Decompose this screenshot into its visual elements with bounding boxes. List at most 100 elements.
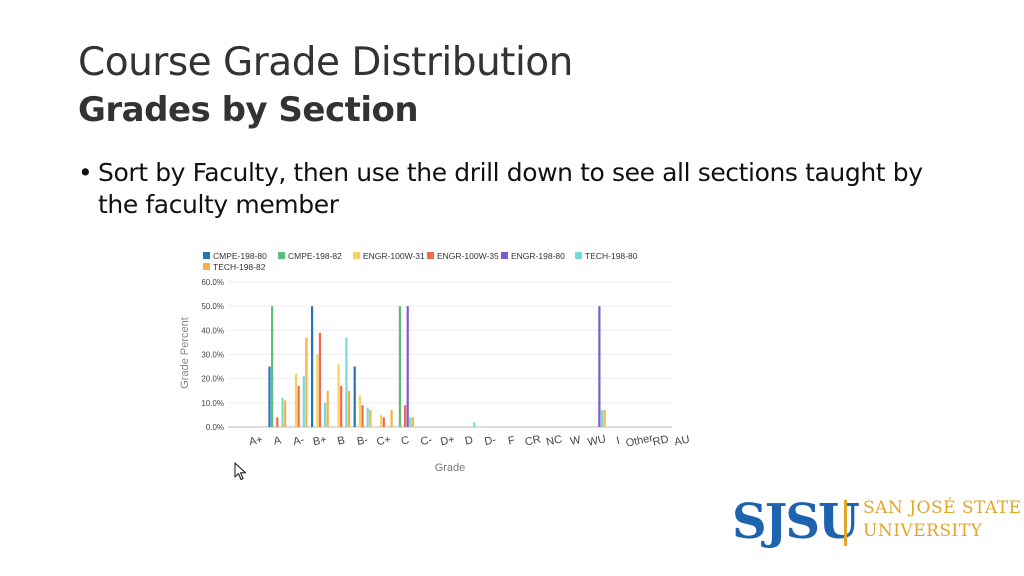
bar-techminus198minus82-a [284,400,287,427]
x-tick-label-d: D [464,434,474,447]
logo-divider [844,500,847,546]
x-tick-label-a: A [272,434,282,447]
bar-techminus198minus82-bplus [326,390,329,427]
bar-engrminus100wminus31-bplus [316,354,319,427]
bar-engrminus100wminus31-bminus [358,395,361,427]
legend-label: ENGR-100W-31 [363,251,425,261]
logo-mark: SJSU [732,494,860,550]
slide-subtitle: Grades by Section [78,90,419,130]
bar-engrminus100wminus31-cplus [380,414,383,427]
bar-cmpeminus198minus80-a [268,366,271,427]
legend-swatch [203,263,210,270]
legend-item-techminus198minus82[interactable]: TECH-198-82 [203,262,266,272]
bar-engrminus100wminus35-bplus [318,332,321,427]
y-axis-ticks: 0.0% 10.0% 20.0% 30.0% 40.0% 50.0% 60.0% [201,278,224,432]
legend-label: CMPE-198-82 [288,251,342,261]
legend-swatch [203,252,210,259]
x-tick-label-dplus: D+ [439,434,456,449]
bullet-text: Sort by Faculty, then use the drill down… [98,158,923,219]
chart-grid [228,281,672,428]
x-tick-label-rd: RD [652,433,670,448]
bar-engrminus100wminus35-c [404,405,407,427]
bar-techminus198minus80-c [409,417,412,427]
bar-engrminus100wminus31-aminus [294,373,298,427]
y-tick-label: 20.0% [201,375,224,384]
bar-techminus198minus80-bminus [366,407,369,427]
bar-techminus198minus82-c [411,417,414,427]
bar-cmpeminus198minus80-bminus [353,366,356,427]
legend-item-engrminus100wminus35[interactable]: ENGR-100W-35 [427,251,499,261]
bar-engrminus198minus80-c [406,306,409,427]
y-tick-label: 40.0% [201,326,224,335]
legend-item-engrminus100wminus31[interactable]: ENGR-100W-31 [353,251,425,261]
chart-bars [268,306,606,427]
legend-swatch [501,252,508,259]
x-tick-label-dminus: D- [483,434,497,448]
legend-item-cmpeminus198minus80[interactable]: CMPE-198-80 [203,251,267,261]
bar-engrminus198minus80-wu [598,306,601,427]
legend-label: CMPE-198-80 [213,251,267,261]
bullet-point: • Sort by Faculty, then use the drill do… [78,157,938,221]
x-tick-label-other: Other [625,432,655,450]
bar-techminus198minus82-bminus [369,410,372,427]
grade-distribution-chart: CMPE-198-80 CMPE-198-82 ENGR-100W-31 ENGR-1… [179,251,690,474]
y-tick-label: 30.0% [201,351,224,360]
x-tick-label-bplus: B+ [312,434,328,449]
bar-engrminus100wminus35-aminus [297,385,300,427]
bar-techminus198minus82-b [347,390,351,427]
bar-cmpeminus198minus80-bplus [311,306,314,427]
legend-label: TECH-198-80 [585,251,638,261]
legend-label: ENGR-198-80 [511,251,565,261]
x-tick-label-aplus: A+ [248,434,264,449]
x-tick-label-cminus: C- [419,434,433,448]
legend-item-engrminus198minus80[interactable]: ENGR-198-80 [501,251,565,261]
sjsu-logo: SJSU SAN JOSÉ STATE UNIVERSITY [732,494,1021,554]
y-tick-label: 0.0% [206,423,224,432]
y-tick-label: 50.0% [201,302,224,311]
bar-cmpeminus198minus82-a [271,306,274,427]
bar-techminus198minus82-aminus [305,337,308,427]
bullet-symbol: • [78,158,93,187]
legend-swatch [575,252,582,259]
x-axis-label: Grade [435,462,466,474]
bar-techminus198minus80-wu [600,410,604,427]
bar-techminus198minus80-a [281,398,284,427]
y-axis-label: Grade Percent [179,317,191,389]
legend-label: ENGR-100W-35 [437,251,499,261]
bar-engrminus100wminus35-cplus [382,417,385,427]
bar-engrminus100wminus35-b [340,385,343,427]
x-tick-label-nc: NC [545,433,563,448]
bar-engrminus100wminus35-a [276,417,279,427]
x-tick-label-cplus: C+ [376,434,393,449]
legend-swatch [427,252,434,259]
legend-item-cmpeminus198minus82[interactable]: CMPE-198-82 [278,251,342,261]
bar-engrminus100wminus31-b [337,364,340,427]
x-tick-label-i: I [615,435,620,447]
x-tick-label-w: W [569,434,582,448]
x-tick-label-aminus: A- [292,434,306,448]
chart-legend[interactable]: CMPE-198-80 CMPE-198-82 ENGR-100W-31 ENGR-1… [203,251,638,272]
bar-engrminus100wminus35-bminus [361,405,364,427]
x-tick-label-b: B [336,434,346,447]
bar-techminus198minus80-b [345,337,348,427]
logo-university-line-1: SAN JOSÉ STATE [863,498,1022,518]
bar-techminus198minus80-d [473,422,476,427]
x-tick-label-wu: WU [587,433,607,449]
x-tick-label-c: C [400,434,410,447]
bar-techminus198minus80-aminus [302,376,305,427]
logo-university-line-2: UNIVERSITY [863,521,983,541]
x-tick-label-au: AU [673,434,690,449]
mouse-cursor-icon [234,462,247,481]
x-tick-label-cr: CR [524,433,542,448]
x-tick-label-f: F [507,434,516,447]
y-tick-label: 10.0% [201,399,224,408]
y-tick-label: 60.0% [201,278,224,287]
bar-techminus198minus82-cplus [390,410,393,427]
legend-label: TECH-198-82 [213,262,266,272]
bar-techminus198minus82-wu [603,410,606,427]
legend-swatch [353,252,360,259]
legend-swatch [278,252,285,259]
bar-techminus198minus80-bplus [324,402,327,427]
slide-title: Course Grade Distribution [78,40,573,85]
legend-item-techminus198minus80[interactable]: TECH-198-80 [575,251,638,261]
